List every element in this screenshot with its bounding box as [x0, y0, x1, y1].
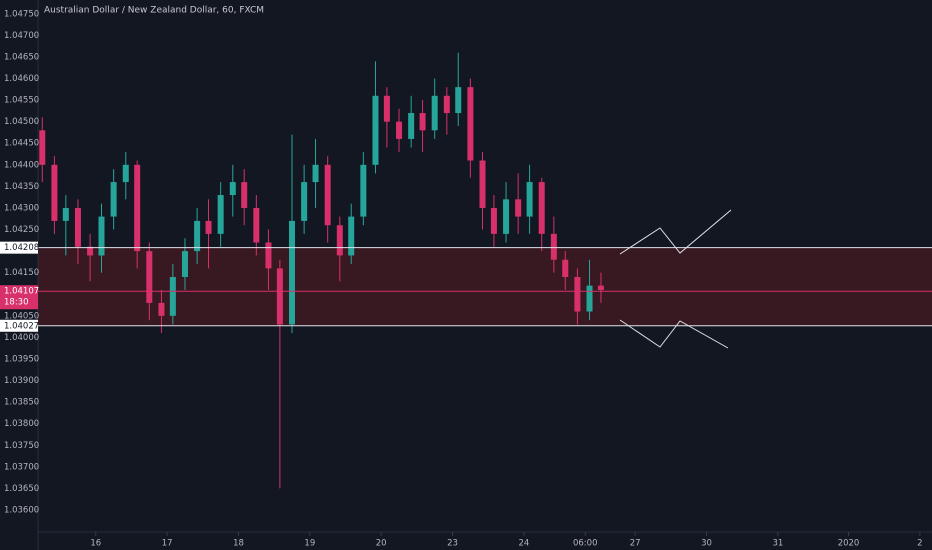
- axes-layer: 1.04750 1.04700 1.04650 1.04600 1.04550 1.045…: [0, 9, 932, 549]
- y-tick-label: 1.03600: [4, 505, 39, 515]
- candle-body: [169, 277, 176, 316]
- y-tick-label: 1.03800: [4, 419, 39, 429]
- x-tick-label: 18: [233, 539, 244, 549]
- candle-body: [372, 95, 379, 165]
- y-tick-label: 1.04150: [4, 268, 39, 278]
- candle-body: [98, 216, 105, 256]
- x-tick-label: 16: [90, 539, 101, 549]
- x-tick-label: 2020: [838, 539, 860, 549]
- candle-body: [467, 87, 474, 161]
- candle-body: [550, 233, 557, 260]
- candle-body: [181, 251, 188, 278]
- y-tick-label: 1.03900: [4, 376, 39, 386]
- candle-body: [336, 225, 343, 256]
- candle-body: [348, 216, 355, 256]
- candle-body: [229, 182, 236, 196]
- level-label-box: [0, 241, 38, 254]
- y-tick-label: 1.03950: [4, 354, 39, 364]
- x-tick-label: 31: [772, 539, 783, 549]
- candle-body: [360, 164, 367, 217]
- projection-up: [619, 209, 732, 255]
- chart-title: Australian Dollar / New Zealand Dollar, …: [44, 6, 264, 16]
- candle-body: [396, 121, 403, 139]
- x-tick-label: 19: [304, 539, 315, 549]
- x-tick-label: 30: [701, 539, 712, 549]
- candle-body: [419, 113, 426, 131]
- y-tick-label: 1.04750: [4, 9, 39, 19]
- y-tick-label: 1.04700: [4, 31, 39, 41]
- x-tick-label: 06:00: [573, 539, 598, 549]
- y-tick-label: 1.04300: [4, 203, 39, 213]
- candle-body: [87, 246, 94, 256]
- y-tick-label: 1.04450: [4, 139, 39, 149]
- candle-body: [408, 113, 415, 139]
- candle-body: [490, 207, 497, 234]
- y-tick-label: 1.04550: [4, 96, 39, 106]
- y-tick-label: 1.04600: [4, 74, 39, 84]
- level-label-box: [0, 319, 38, 332]
- x-tick-label: 20: [376, 539, 387, 549]
- last-price-label: 1.04107: [4, 287, 39, 297]
- candle-body: [503, 199, 510, 234]
- y-tick-label: 1.03650: [4, 484, 39, 494]
- candle-body: [324, 164, 331, 226]
- candle-body: [194, 220, 201, 252]
- candle-body: [62, 207, 69, 221]
- candle-body: [217, 195, 224, 234]
- candle-body: [146, 251, 153, 303]
- x-tick-label: 23: [447, 539, 458, 549]
- candle-body: [443, 95, 450, 114]
- countdown-label: 18:30: [4, 298, 29, 308]
- y-tick-label: 1.04500: [4, 117, 39, 127]
- candle-body: [205, 220, 212, 234]
- candle-body: [526, 182, 533, 217]
- y-tick-label: 1.04400: [4, 160, 39, 170]
- candle-body: [538, 182, 545, 234]
- candle-body: [241, 182, 248, 208]
- x-tick-label: 17: [162, 539, 173, 549]
- y-tick-label: 1.04050: [4, 311, 39, 321]
- candle-body: [597, 285, 604, 290]
- y-tick-label: 1.04650: [4, 52, 39, 62]
- candle-body: [479, 160, 486, 208]
- candle-body: [383, 95, 390, 122]
- candle-body: [39, 130, 46, 165]
- candle-body: [312, 164, 319, 183]
- candle-body: [586, 285, 593, 312]
- y-tick-label: 1.03750: [4, 441, 39, 451]
- candle-body: [74, 207, 81, 247]
- projection-down: [619, 319, 729, 349]
- candle-body: [276, 268, 283, 325]
- y-tick-label: 1.04350: [4, 182, 39, 192]
- level-label: 1.04027: [4, 321, 39, 331]
- candle-body: [562, 259, 569, 278]
- candle-body: [253, 207, 260, 243]
- level-label: 1.04208: [4, 243, 39, 253]
- x-tick-label: 27: [630, 539, 641, 549]
- candle-body: [265, 242, 272, 269]
- candle-body: [51, 164, 58, 221]
- candle-body: [431, 95, 438, 131]
- x-tick-label: 24: [518, 539, 529, 549]
- y-tick-label: 1.03850: [4, 398, 39, 408]
- last-price-box: [0, 285, 38, 310]
- candle-body: [455, 87, 462, 114]
- candle-body: [515, 199, 522, 217]
- candle-body: [122, 164, 129, 183]
- x-tick-label: 2: [917, 539, 922, 549]
- y-tick-label: 1.04000: [4, 333, 39, 343]
- candle-body: [110, 182, 117, 217]
- candles-layer: [39, 52, 604, 489]
- candle-body: [289, 220, 296, 325]
- y-tick-label: 1.03700: [4, 462, 39, 472]
- candle-body: [574, 277, 581, 312]
- candle-body: [158, 302, 165, 316]
- candle-body: [134, 164, 141, 252]
- y-tick-label: 1.04250: [4, 225, 39, 235]
- candle-body: [301, 182, 308, 221]
